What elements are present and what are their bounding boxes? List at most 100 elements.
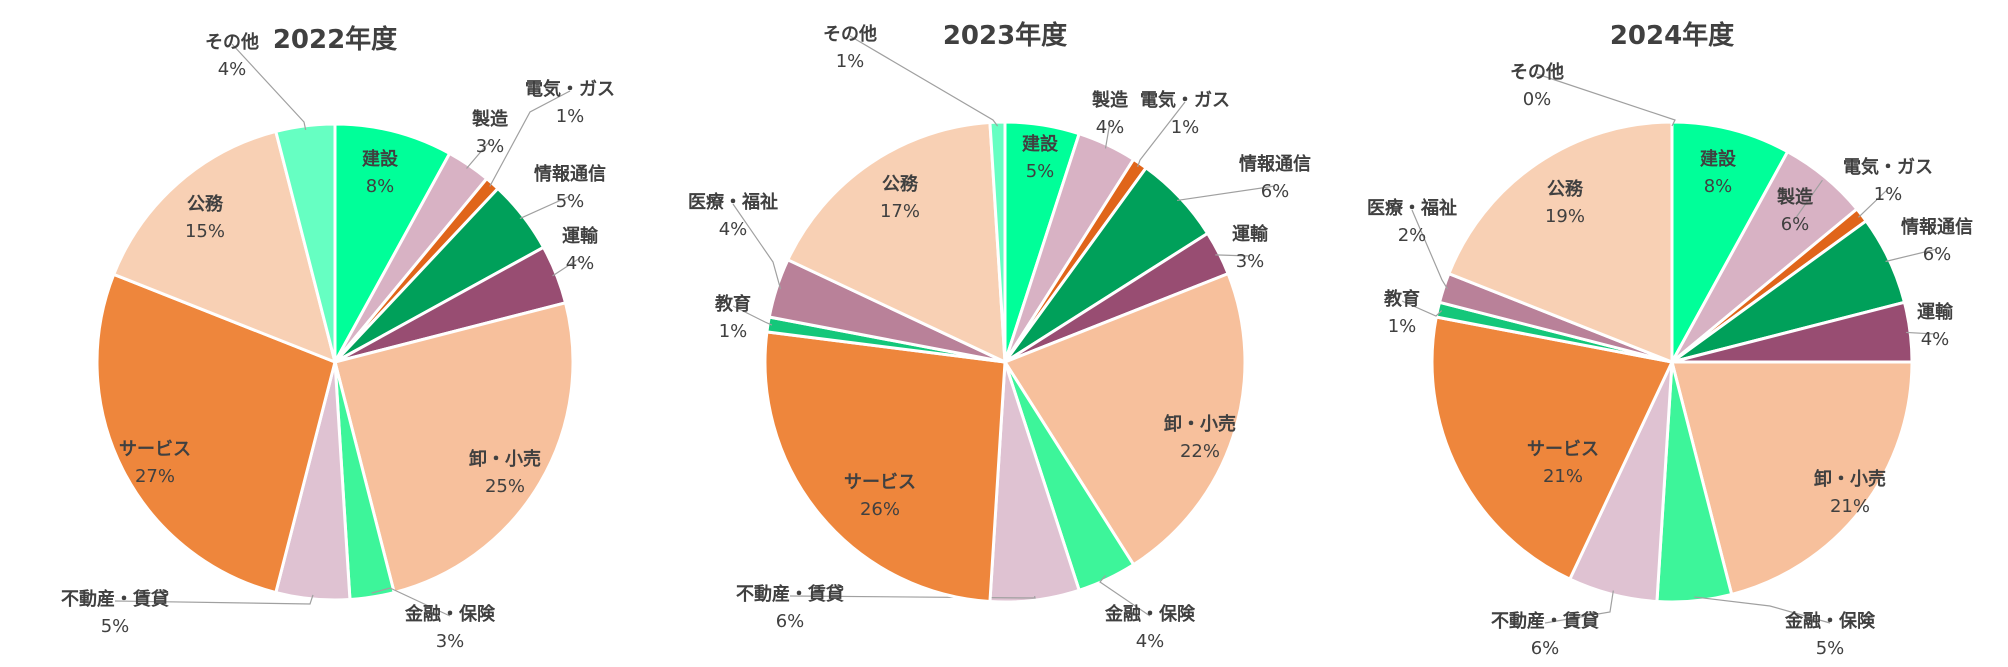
slice-value-label: 5% <box>101 616 130 637</box>
slice-label: 公務 <box>882 173 919 195</box>
pie-slice <box>1430 315 1675 582</box>
slice-label: 不動産・賃貸 <box>1491 610 1599 632</box>
slice-label: 電気・ガス <box>1140 89 1230 111</box>
slice-value-label: 17% <box>880 201 920 222</box>
slice-label: 運輸 <box>1917 301 1954 323</box>
slice-value-label: 15% <box>185 221 225 242</box>
pie-slice <box>1670 360 1914 597</box>
slice-value-label: 6% <box>1261 181 1290 202</box>
leader-line <box>1858 188 1889 218</box>
leader-line <box>1401 300 1443 317</box>
slice-label: 情報通信 <box>1901 216 1973 238</box>
slice-label: 教育 <box>1384 288 1420 310</box>
leader-line <box>1215 254 1251 257</box>
leader-line <box>489 90 571 187</box>
leader-line <box>849 35 999 127</box>
leader-line <box>1906 331 1936 335</box>
pie-slice <box>111 129 338 365</box>
slice-value-label: 21% <box>1830 496 1870 517</box>
pie-slice <box>1446 120 1674 365</box>
leader-line <box>1104 121 1111 149</box>
chart-title: 2023年度 <box>943 20 1067 51</box>
slice-label: 医療・福祉 <box>1367 197 1457 219</box>
slice-value-label: 5% <box>1026 161 1055 182</box>
leader-line <box>114 594 314 605</box>
leader-line <box>1794 179 1823 220</box>
slice-value-label: 8% <box>1704 176 1733 197</box>
slice-value-label: 4% <box>566 253 595 274</box>
slice-value-label: 25% <box>485 476 525 497</box>
leader-line <box>1885 248 1938 263</box>
slice-label: 卸・小売 <box>1814 468 1886 490</box>
slice-label: 電気・ガス <box>1843 156 1933 178</box>
slice-label: 運輸 <box>1232 223 1269 245</box>
slice-label: 教育 <box>715 293 751 315</box>
leader-line <box>466 140 491 169</box>
leader-line <box>1137 101 1186 168</box>
slice-value-label: 27% <box>135 466 175 487</box>
slice-value-label: 3% <box>1236 251 1265 272</box>
slice-label: 製造 <box>471 108 508 130</box>
slice-value-label: 1% <box>1874 184 1903 205</box>
slice-label: 不動産・賃貸 <box>736 583 844 605</box>
slice-value-label: 19% <box>1545 206 1585 227</box>
slice-value-label: 6% <box>1781 214 1810 235</box>
slice-label: 卸・小売 <box>1164 413 1236 435</box>
leader-line <box>789 595 1036 599</box>
slice-label: その他 <box>1510 61 1564 83</box>
slice-value-label: 6% <box>776 611 805 632</box>
leader-line <box>231 43 307 130</box>
chart-title: 2024年度 <box>1610 20 1734 51</box>
slice-label: 建設 <box>362 148 399 170</box>
slice-value-label: 4% <box>719 219 748 240</box>
slice-label: 金融・保険 <box>404 603 496 625</box>
leader-line <box>732 203 782 290</box>
pie-slice <box>988 120 1007 363</box>
slice-label: 公務 <box>1547 178 1584 200</box>
slice-value-label: 3% <box>476 136 505 157</box>
slice-value-label: 21% <box>1543 466 1583 487</box>
slice-value-label: 1% <box>1171 117 1200 138</box>
slice-label: 医療・福祉 <box>688 191 778 213</box>
slice-label: サービス <box>844 472 916 493</box>
slice-label: 金融・保険 <box>1104 603 1196 625</box>
slice-label: 不動産・賃貸 <box>61 588 169 610</box>
leader-line <box>1099 575 1151 617</box>
slice-value-label: 4% <box>1096 117 1125 138</box>
slice-value-label: 8% <box>366 176 395 197</box>
slice-label: 情報通信 <box>534 163 606 185</box>
slice-label: 建設 <box>1022 133 1059 155</box>
slice-label: 建設 <box>1700 148 1737 170</box>
leader-line <box>1544 590 1614 624</box>
chart-title: 2022年度 <box>273 24 397 55</box>
slice-label: 製造 <box>1776 186 1813 208</box>
slice-label: 電気・ガス <box>525 78 615 100</box>
pie-slice <box>1670 120 1790 363</box>
slice-value-label: 1% <box>836 51 865 72</box>
slice-label: その他 <box>823 23 877 45</box>
pie-slice <box>785 120 1007 365</box>
slice-value-label: 3% <box>436 631 465 652</box>
slice-value-label: 1% <box>719 321 748 342</box>
leader-line <box>519 195 571 220</box>
slice-label: 運輸 <box>562 225 599 247</box>
leader-line <box>552 257 581 277</box>
slice-value-label: 5% <box>556 191 585 212</box>
leader-line <box>1694 596 1831 624</box>
pie-slice <box>333 300 575 595</box>
slice-value-label: 4% <box>1921 329 1950 350</box>
slice-value-label: 6% <box>1923 244 1952 265</box>
slice-label: 情報通信 <box>1239 153 1311 175</box>
slice-value-label: 1% <box>1388 316 1417 337</box>
leader-line <box>1536 73 1676 127</box>
leader-line <box>371 587 451 617</box>
pie-slice <box>763 330 1007 604</box>
leader-line <box>1411 209 1449 290</box>
slice-label: 卸・小売 <box>469 448 541 470</box>
pie-slice <box>95 272 337 595</box>
slice-value-label: 6% <box>1531 638 1560 659</box>
slice-value-label: 1% <box>556 106 585 127</box>
